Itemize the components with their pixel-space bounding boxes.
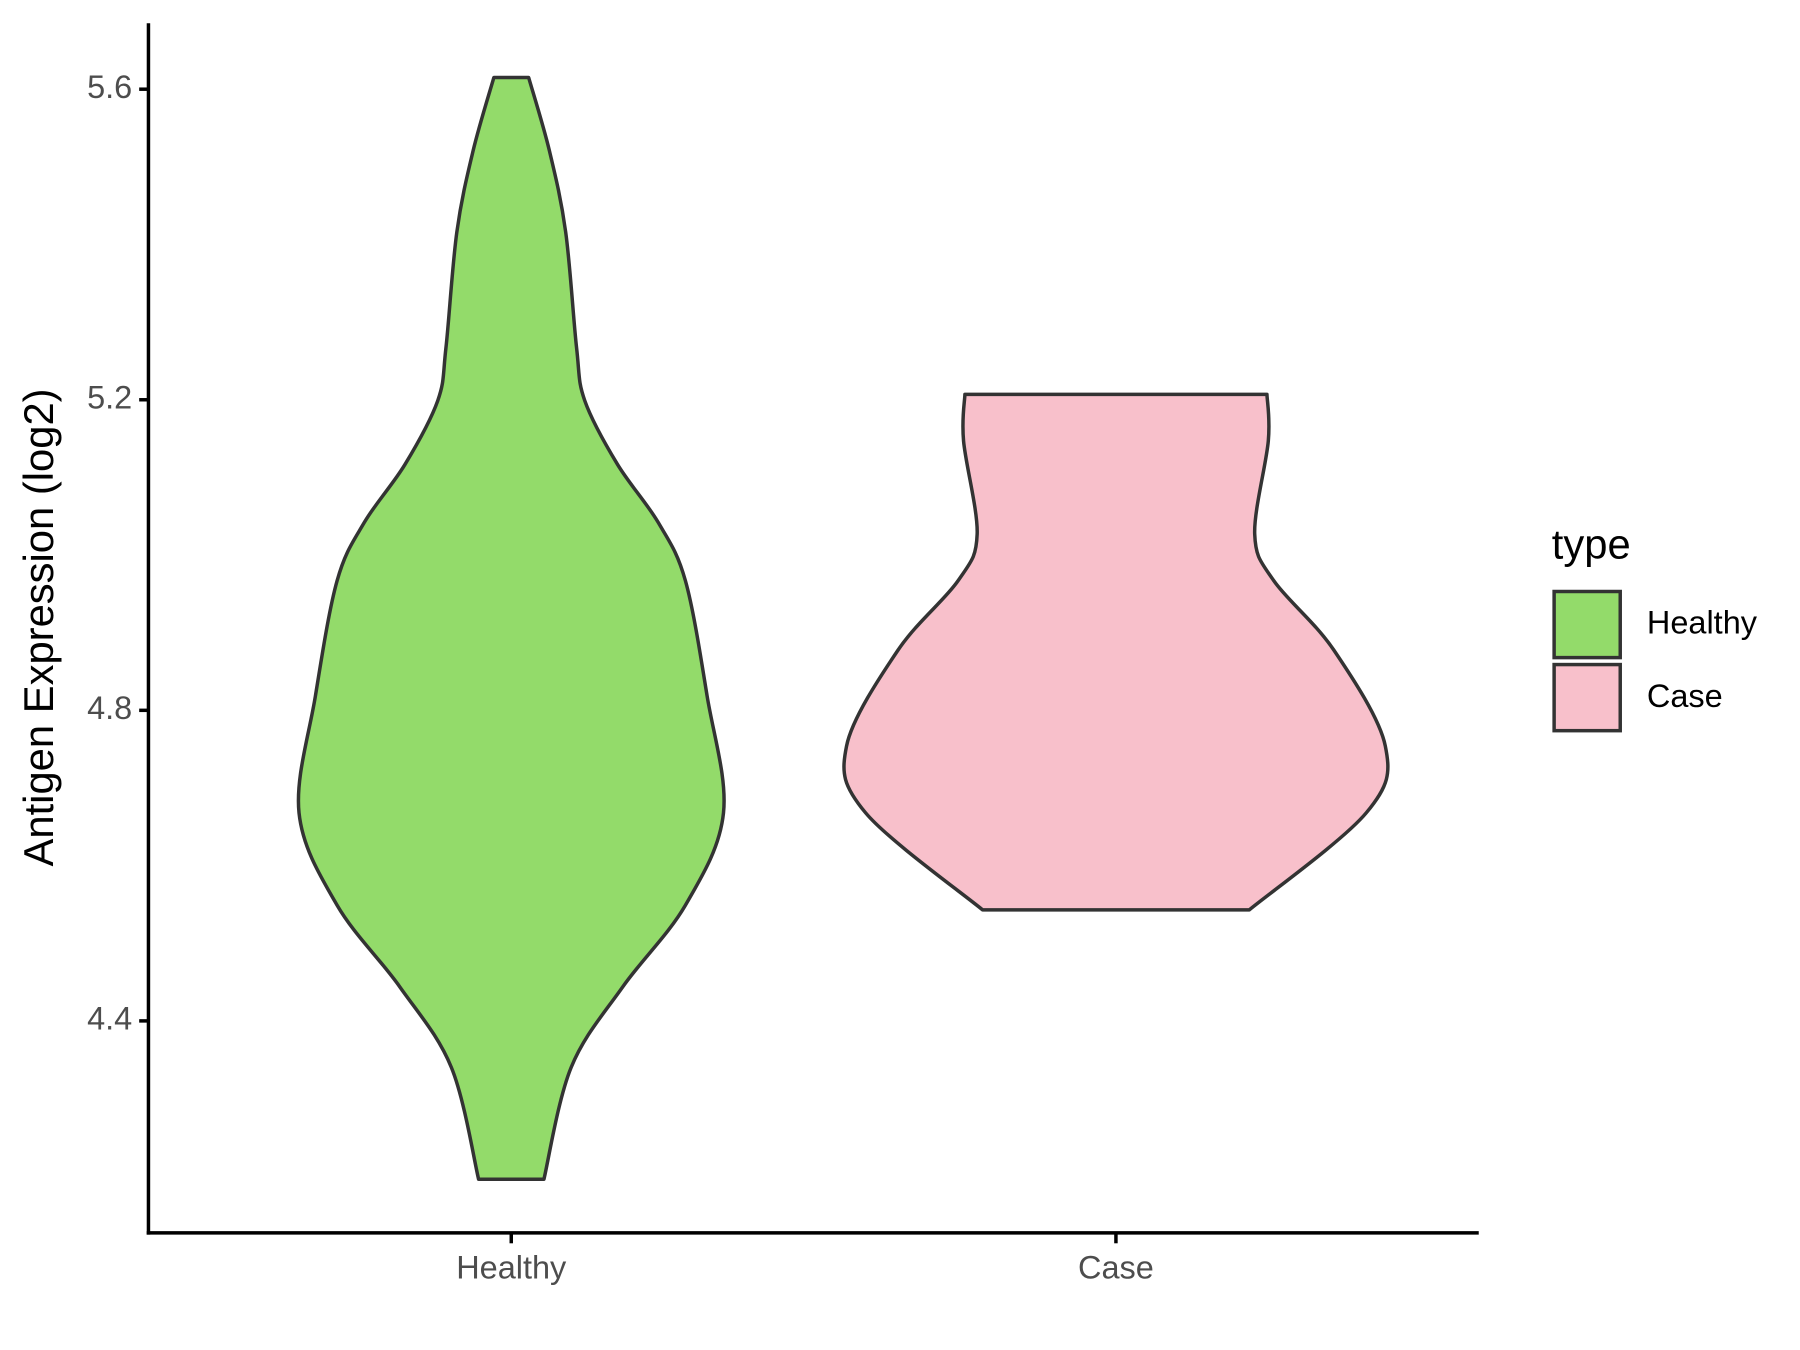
legend-key [1552,662,1622,733]
y-tick-label: 5.6 [87,69,132,105]
legend-title: type [1552,520,1631,567]
y-tick-label: 4.4 [87,1000,132,1036]
x-tick-label: Healthy [456,1250,567,1286]
x-tick-label: Case [1078,1250,1154,1286]
legend-label: Healthy [1647,605,1758,641]
y-tick-label: 5.2 [87,379,132,415]
y-axis-title: Antigen Expression (log2) [15,388,62,866]
legend-key [1552,589,1622,660]
violin [296,75,726,1182]
violin [842,392,1390,912]
legend-label: Case [1647,678,1723,714]
y-tick-label: 4.8 [87,690,132,726]
